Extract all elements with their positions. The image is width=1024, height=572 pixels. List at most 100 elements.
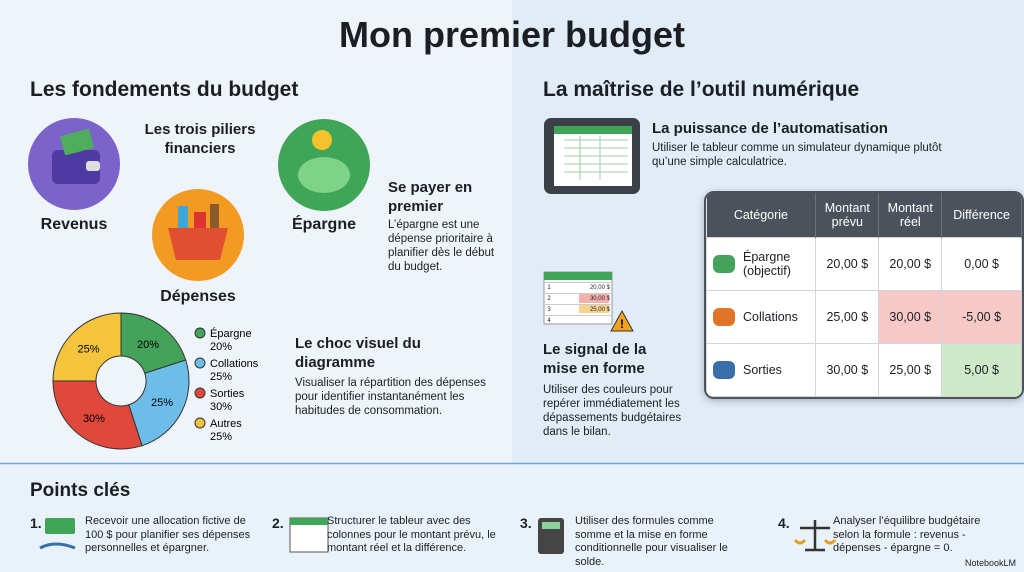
key-point-text: Recevoir une allocation fictive de 100 $… xyxy=(85,515,251,554)
legend-value: 25% xyxy=(210,371,232,383)
table-cell: 30,00 $ xyxy=(815,343,880,397)
header-cell: Montant réel xyxy=(878,193,943,238)
header-row: Catégorie Montant prévu Montant réel Différ… xyxy=(706,193,1022,238)
table-row: Épargne (objectif) 20,00 $ 20,00 $ 0,00 $ xyxy=(706,237,1022,291)
pillar-label: Dépenses xyxy=(160,288,236,305)
pay-first-text: L’épargne est une dépense prioritaire à … xyxy=(388,219,495,273)
donut-segment xyxy=(120,312,187,374)
pillar-label: Revenus xyxy=(40,216,108,233)
key-point-text: Utiliser des formules comme somme et la … xyxy=(575,515,728,568)
key-point-text: Analyser l’équilibre budgétaire selon la… xyxy=(833,515,981,554)
cell-text: 5,00 $ xyxy=(964,363,999,377)
table-row: Collations 25,00 $ 30,00 $ -5,00 $ xyxy=(706,290,1022,344)
legend-name: Épargne xyxy=(210,327,252,340)
category-icon xyxy=(713,361,735,379)
section-heading: La maîtrise de l’outil numérique xyxy=(543,78,860,101)
donut-segment xyxy=(52,380,143,450)
segment-label: 25% xyxy=(151,397,173,409)
category-name: Épargne (objectif) xyxy=(743,250,791,278)
category: Épargne (objectif) xyxy=(713,250,811,278)
legend-name: Collations xyxy=(210,358,259,370)
legend-value: 25% xyxy=(210,431,232,443)
segment-label: 30% xyxy=(83,413,105,425)
legend-value: 20% xyxy=(210,341,232,353)
table-cell: Sorties xyxy=(706,343,817,397)
signal-title: Le signal de la mise en forme xyxy=(543,341,647,377)
legend-name: Sorties xyxy=(210,388,245,400)
segment-label: 20% xyxy=(137,339,159,351)
legend-swatch xyxy=(194,417,206,429)
donut-chart: 20%Épargne20%25%Collations25%30%Sorties3… xyxy=(52,312,259,450)
automation-title: La puissance de l’automatisation xyxy=(652,120,888,137)
section-heading: Les fondements du budget xyxy=(30,78,299,101)
visual-text: Visualiser la répartition des dépenses p… xyxy=(295,377,486,417)
table-cell: Collations xyxy=(706,290,817,344)
mini-cell: 30,00 $ xyxy=(589,296,610,302)
svg-text:!: ! xyxy=(620,317,624,331)
header-cell: Catégorie xyxy=(706,193,817,238)
mini-cell: 4 xyxy=(547,318,551,324)
table-cell: 20,00 $ xyxy=(878,237,943,291)
table-cell: 25,00 $ xyxy=(878,343,943,397)
donut-segment xyxy=(128,359,190,447)
cell-text: 20,00 $ xyxy=(889,257,932,271)
category-icon xyxy=(713,308,735,326)
mini-row: 2 30,00 $ xyxy=(544,293,612,304)
category-name: Collations xyxy=(743,310,798,324)
legend-swatch xyxy=(194,357,206,369)
category-icon xyxy=(713,255,735,273)
header-cell: Montant prévu xyxy=(815,193,880,238)
key-point-number: 3. xyxy=(520,515,532,531)
table-cell: 20,00 $ xyxy=(815,237,880,291)
category: Collations xyxy=(713,308,811,326)
page-title: Mon premier budget xyxy=(338,14,685,55)
pay-first-title: Se payer en premier xyxy=(388,179,473,215)
table-cell: 30,00 $ xyxy=(878,290,943,344)
key-point-text: Structurer le tableur avec des colonnes … xyxy=(327,515,496,554)
mini-cell xyxy=(554,316,612,326)
cell-text: 30,00 $ xyxy=(889,310,932,324)
mini-cell: 20,00 $ xyxy=(589,285,610,291)
budget-table: Catégorie Montant prévu Montant réel Différ… xyxy=(706,193,1022,397)
header-cell: Différence xyxy=(941,193,1022,238)
brand: NotebookLM xyxy=(964,558,1016,568)
legend-name: Autres xyxy=(210,418,242,430)
table-cell: 25,00 $ xyxy=(815,290,880,344)
cell-text: -5,00 $ xyxy=(962,310,1002,324)
mini-cell: 25,00 $ xyxy=(589,307,610,313)
table-row: Sorties 30,00 $ 25,00 $ 5,00 $ xyxy=(706,343,1022,397)
mini-cell: 2 xyxy=(547,296,551,302)
cell-text: 30,00 $ xyxy=(826,363,869,377)
table-cell: Épargne (objectif) xyxy=(706,237,817,291)
mini-row: 4 xyxy=(544,315,612,326)
pillars-title: Les trois piliers financiers xyxy=(144,121,256,157)
mini-row: 1 20,00 $ xyxy=(544,282,612,293)
donut-segment xyxy=(52,312,122,382)
table-cell: 5,00 $ xyxy=(941,343,1022,397)
legend-value: 30% xyxy=(210,401,232,413)
pillar-label: Épargne xyxy=(291,216,356,233)
mini-sheet: 1 20,00 $ 2 30,00 $ 3 25,00 $ 4 xyxy=(544,282,612,326)
cell-text: 0,00 $ xyxy=(964,257,999,271)
table-cell: 0,00 $ xyxy=(941,237,1022,291)
category: Sorties xyxy=(713,361,811,379)
legend-swatch xyxy=(194,327,206,339)
category-name: Sorties xyxy=(743,363,782,377)
key-point-number: 2. xyxy=(272,515,284,531)
mini-cell: 1 xyxy=(547,285,551,291)
cell-text: 20,00 $ xyxy=(826,257,869,271)
signal-text: Utiliser des couleurs pour repérer imméd… xyxy=(543,384,682,438)
automation-text: Utiliser le tableur comme un simulateur … xyxy=(652,142,942,168)
mini-cell: 3 xyxy=(547,307,551,313)
segment-label: 25% xyxy=(77,343,99,355)
key-point-number: 4. xyxy=(778,515,790,531)
cell-text: 25,00 $ xyxy=(826,310,869,324)
table-cell: -5,00 $ xyxy=(941,290,1022,344)
visual-title: Le choc visuel du diagramme xyxy=(295,335,421,371)
legend-swatch xyxy=(194,387,206,399)
section-heading: Points clés xyxy=(30,480,131,501)
table-card: Catégorie Montant prévu Montant réel Différ… xyxy=(704,191,1024,399)
mini-row: 3 25,00 $ xyxy=(544,304,612,315)
cell-text: 25,00 $ xyxy=(889,363,932,377)
